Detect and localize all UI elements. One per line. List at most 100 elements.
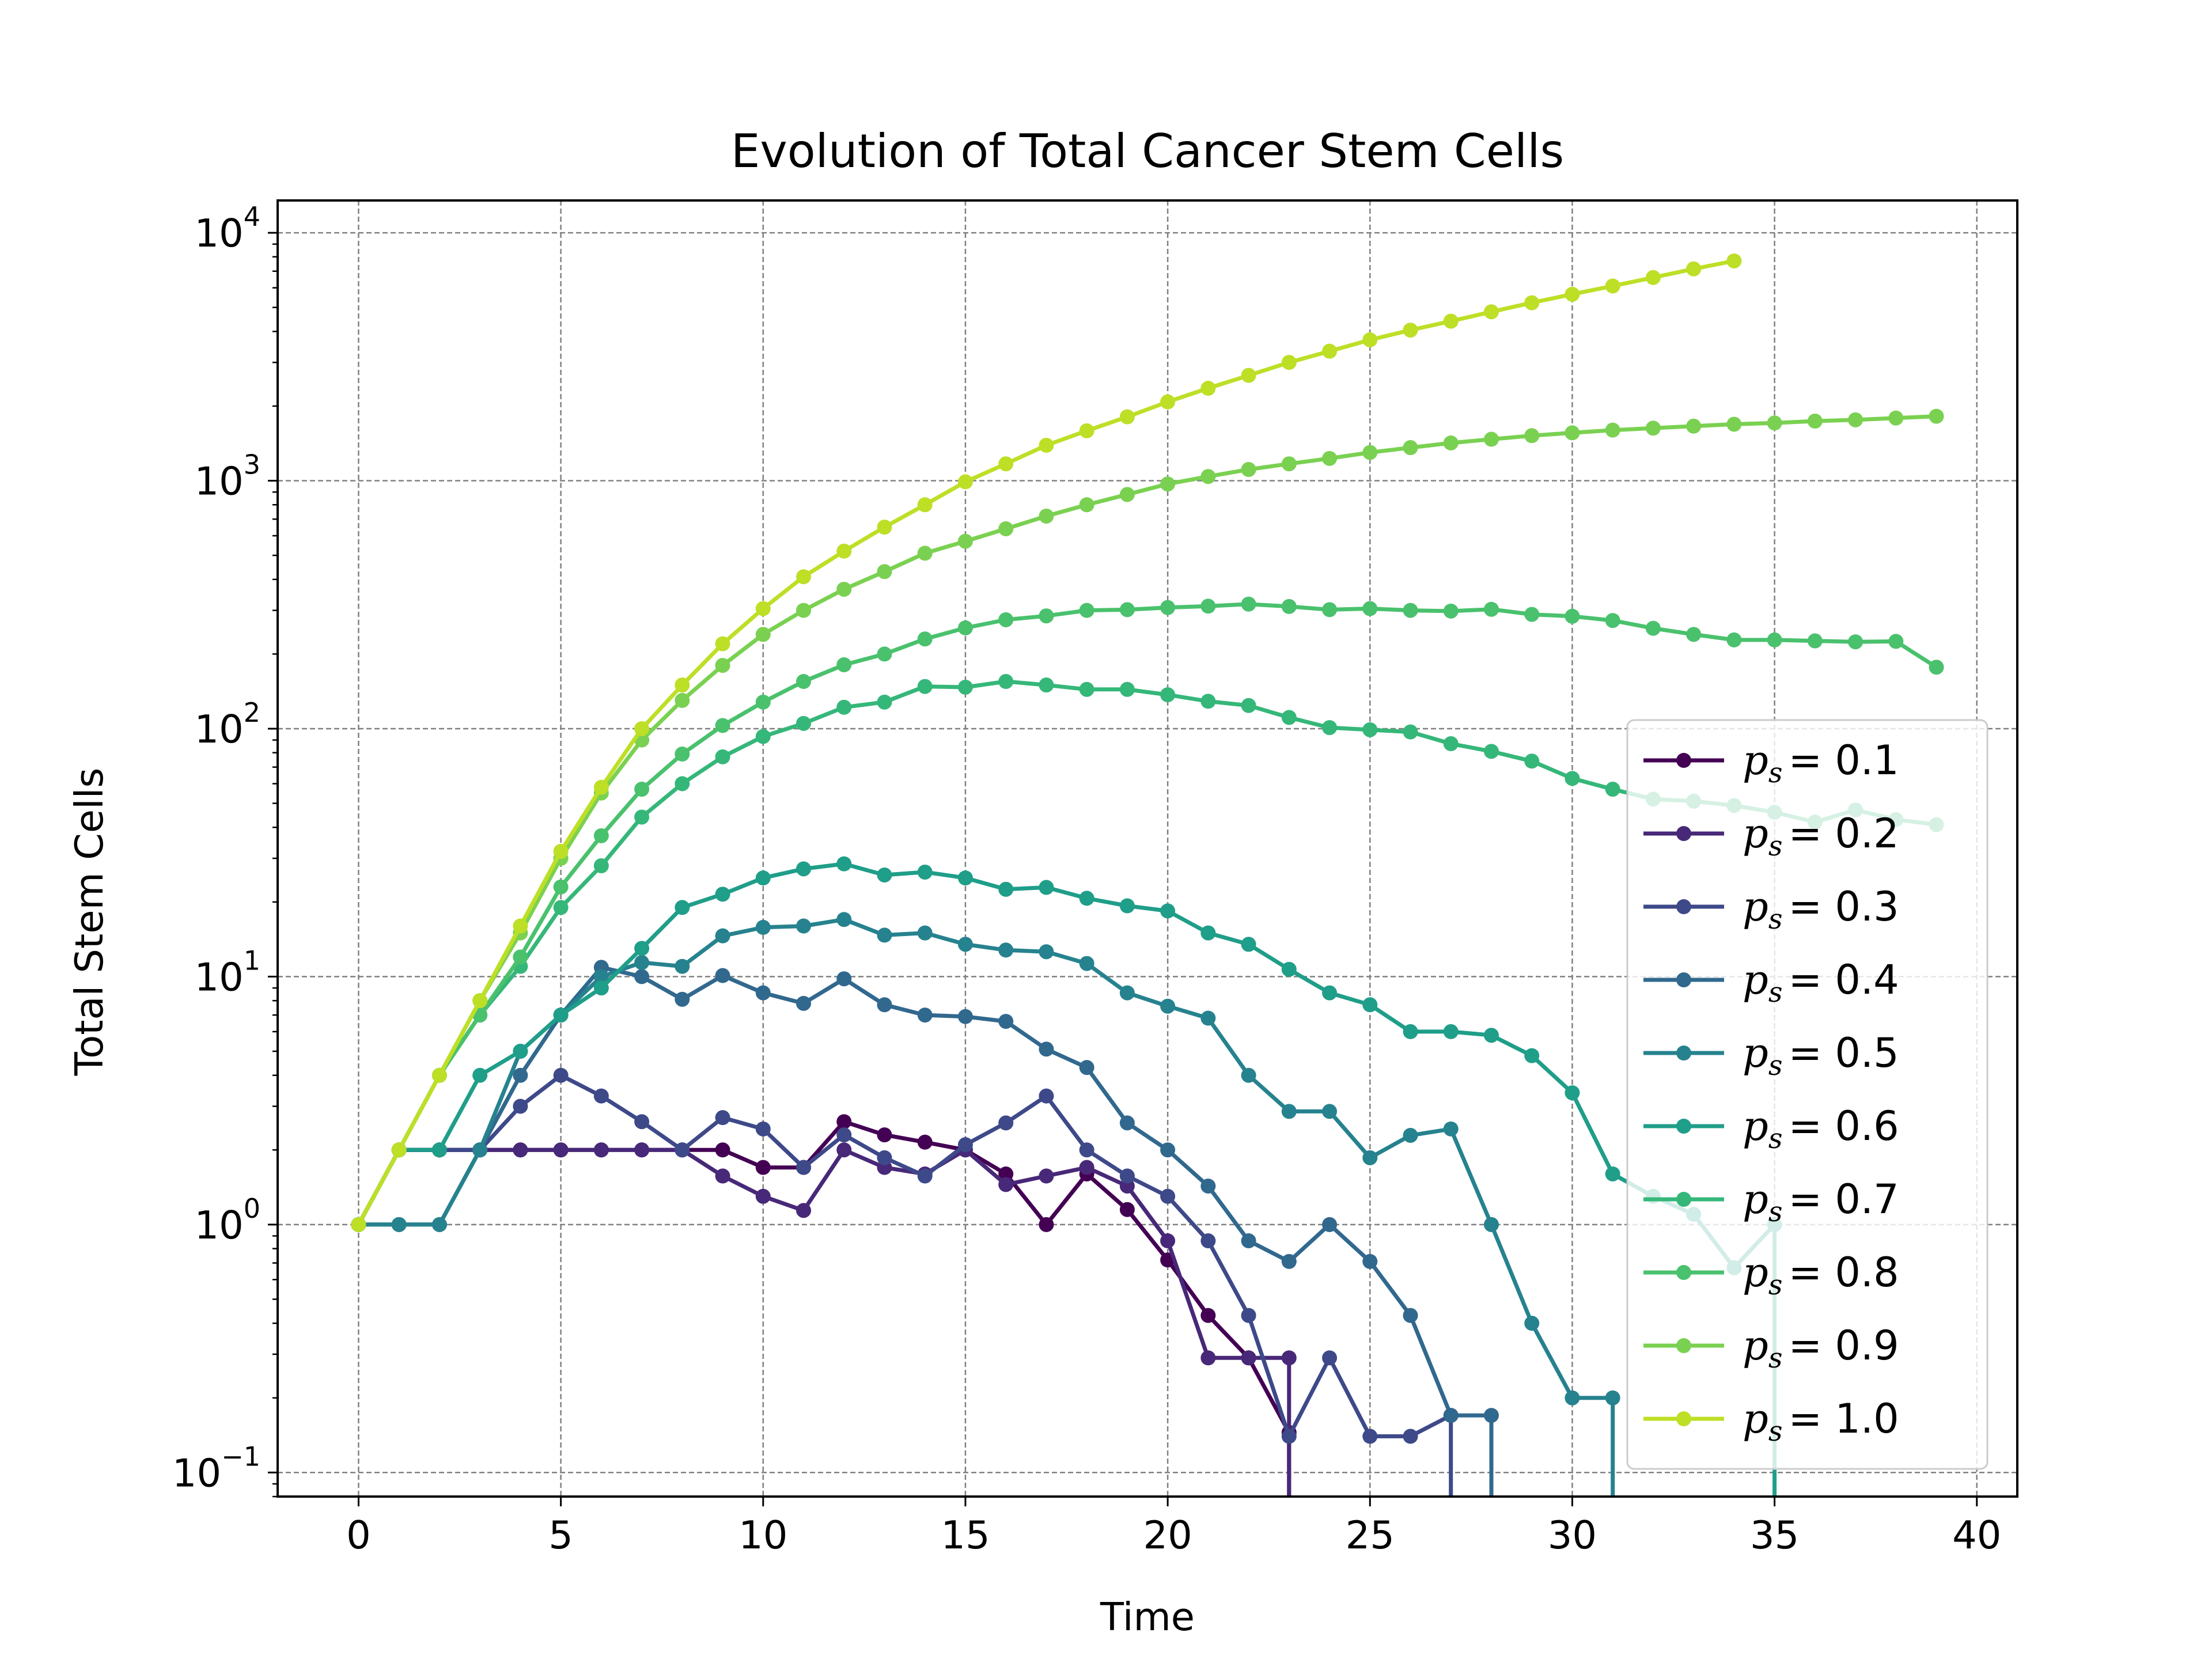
- data-point: [877, 520, 892, 535]
- data-point: [1848, 412, 1863, 427]
- chart-title: Evolution of Total Cancer Stem Cells: [731, 124, 1564, 178]
- legend-label: ps = 0.8: [1743, 1249, 1899, 1301]
- data-point: [1079, 603, 1094, 618]
- legend-label: ps = 1.0: [1743, 1395, 1899, 1448]
- data-point: [431, 1142, 447, 1158]
- x-tick-label: 20: [1143, 1513, 1192, 1558]
- y-axis-label: Total Stem Cells: [67, 768, 112, 1077]
- data-point: [1079, 956, 1094, 971]
- data-point: [1605, 1166, 1620, 1181]
- data-point: [755, 627, 771, 642]
- data-point: [917, 497, 933, 513]
- data-point: [755, 694, 771, 710]
- data-point: [1645, 270, 1661, 285]
- data-point: [1039, 1217, 1054, 1232]
- data-point: [351, 1217, 366, 1232]
- series-5: [351, 912, 1620, 1497]
- data-point: [1443, 1408, 1459, 1423]
- data-point: [755, 985, 771, 1001]
- data-point: [1524, 753, 1540, 769]
- data-point: [796, 674, 812, 690]
- data-point: [796, 1203, 812, 1218]
- data-point: [1929, 408, 1944, 424]
- y-axis-ticks: 10−1 100 101 102 103 104: [172, 201, 278, 1498]
- data-point: [1403, 440, 1418, 456]
- data-point: [1362, 1150, 1378, 1165]
- data-point: [755, 1188, 771, 1204]
- y-tick-label: 10−1: [172, 1441, 260, 1495]
- data-point: [675, 692, 690, 708]
- data-point: [1362, 332, 1378, 347]
- legend-label: ps = 0.9: [1743, 1322, 1899, 1374]
- data-point: [1039, 608, 1054, 624]
- data-point: [1362, 445, 1378, 460]
- data-point: [634, 1114, 650, 1130]
- data-point: [1605, 782, 1620, 797]
- y-tick-label: 101: [194, 945, 260, 999]
- data-point: [1079, 1060, 1094, 1075]
- data-point: [391, 1142, 407, 1158]
- data-point: [1241, 937, 1256, 952]
- data-point: [1322, 985, 1338, 1001]
- legend-marker: [1676, 1265, 1691, 1280]
- data-point: [553, 1007, 569, 1023]
- data-point: [998, 521, 1014, 536]
- data-point: [513, 1067, 528, 1083]
- data-point: [593, 1088, 609, 1104]
- x-tick-label: 25: [1346, 1513, 1395, 1558]
- data-point: [1039, 1041, 1054, 1057]
- data-point: [675, 747, 690, 762]
- x-axis-label: Time: [1100, 1594, 1195, 1639]
- data-point: [675, 991, 690, 1007]
- data-point: [836, 856, 852, 872]
- data-point: [1079, 497, 1094, 513]
- data-point: [1565, 425, 1580, 441]
- data-point: [1767, 632, 1782, 647]
- data-point: [715, 887, 730, 902]
- data-point: [1322, 602, 1338, 618]
- data-point: [1686, 261, 1702, 276]
- data-point: [1645, 620, 1661, 636]
- data-point: [715, 968, 730, 983]
- data-point: [1322, 450, 1338, 466]
- data-point: [998, 881, 1014, 897]
- data-point: [877, 997, 892, 1013]
- data-point: [472, 993, 488, 1009]
- data-point: [1888, 634, 1904, 649]
- data-point: [1119, 985, 1135, 1001]
- data-point: [917, 546, 933, 561]
- data-point: [998, 1014, 1014, 1029]
- data-point: [1039, 1088, 1054, 1104]
- data-point: [715, 718, 730, 733]
- data-point: [593, 858, 609, 873]
- plot-frame: [276, 199, 2018, 1498]
- data-point: [1200, 381, 1216, 396]
- data-point: [917, 864, 933, 880]
- data-point: [715, 928, 730, 944]
- data-point: [1565, 286, 1580, 302]
- data-point: [796, 918, 812, 934]
- data-point: [1119, 681, 1135, 697]
- data-point: [917, 1134, 933, 1150]
- data-point: [755, 870, 771, 886]
- data-point: [1322, 1350, 1338, 1366]
- legend-marker: [1676, 1338, 1691, 1353]
- data-point: [593, 828, 609, 843]
- data-point: [1443, 736, 1459, 752]
- data-point: [1403, 1024, 1418, 1039]
- data-point: [1119, 1115, 1135, 1131]
- data-point: [715, 1168, 730, 1184]
- data-point: [1726, 632, 1742, 647]
- data-point: [1200, 694, 1216, 709]
- data-point: [513, 1043, 528, 1059]
- series-10: [351, 253, 1742, 1232]
- data-point: [593, 779, 609, 795]
- data-point: [1039, 437, 1054, 453]
- data-point: [553, 1067, 569, 1083]
- data-point: [634, 782, 650, 797]
- data-point: [1281, 456, 1297, 472]
- data-point: [391, 1217, 407, 1232]
- data-point: [1200, 1010, 1216, 1026]
- legend-label: ps = 0.4: [1743, 956, 1899, 1009]
- legend-label: ps = 0.2: [1743, 810, 1899, 862]
